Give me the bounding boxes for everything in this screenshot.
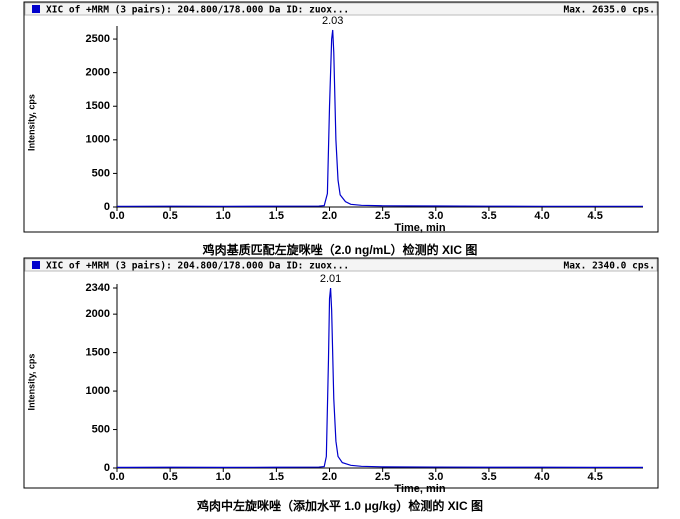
y-tick-label: 2000 — [86, 67, 110, 79]
x-tick-label: 4.5 — [588, 210, 603, 222]
x-tick-label: 2.0 — [322, 210, 337, 222]
caption: 鸡肉基质匹配左旋咪唑（2.0 ng/mL）检测的 XIC 图 — [202, 242, 478, 257]
x-tick-label: 3.5 — [481, 471, 496, 483]
y-axis-label: Intensity, cps — [26, 94, 36, 151]
x-tick-label: 2.5 — [375, 210, 390, 222]
x-axis-label: Time, min — [394, 483, 445, 495]
x-tick-label: 2.5 — [375, 471, 390, 483]
x-tick-label: 0.5 — [162, 210, 177, 222]
xic-trace — [116, 287, 643, 468]
x-tick-label: 3.5 — [481, 210, 496, 222]
y-tick-label: 2500 — [86, 33, 110, 45]
peak-label: 2.03 — [322, 15, 343, 27]
x-tick-label: 4.5 — [588, 471, 603, 483]
header-text: XIC of +MRM (3 pairs): 204.800/178.000 D… — [46, 261, 349, 272]
x-tick-label: 4.0 — [534, 210, 549, 222]
x-tick-label: 0.0 — [109, 471, 124, 483]
y-tick-label: 500 — [92, 423, 110, 435]
x-tick-label: 1.5 — [269, 471, 284, 483]
x-tick-label: 0.0 — [109, 210, 124, 222]
x-tick-label: 3.0 — [428, 210, 443, 222]
x-tick-label: 1.0 — [216, 471, 231, 483]
panel-frame — [23, 1, 659, 233]
x-tick-label: 0.5 — [162, 471, 177, 483]
header-bar — [24, 258, 658, 272]
xic-trace — [116, 29, 643, 207]
peak-label: 2.01 — [320, 273, 341, 285]
x-tick-label: 1.5 — [269, 210, 284, 222]
x-axis-label: Time, min — [394, 222, 445, 234]
y-tick-label: 1500 — [86, 100, 110, 112]
header-text: XIC of +MRM (3 pairs): 204.800/178.000 D… — [46, 5, 349, 16]
x-tick-label: 4.0 — [534, 471, 549, 483]
y-tick-label: 0 — [104, 462, 110, 474]
header-icon — [32, 5, 40, 13]
panel-frame — [23, 257, 659, 489]
y-axis-label: Intensity, cps — [26, 354, 36, 411]
x-tick-label: 3.0 — [428, 471, 443, 483]
header-bar — [24, 2, 658, 16]
y-tick-label: 0 — [104, 201, 110, 213]
max-label: Max. 2635.0 cps. — [563, 5, 655, 16]
caption: 鸡肉中左旋咪唑（添加水平 1.0 μg/kg）检测的 XIC 图 — [196, 498, 483, 513]
y-tick-label: 1000 — [86, 134, 110, 146]
y-tick-label: 2340 — [86, 282, 110, 294]
y-tick-label: 2000 — [86, 308, 110, 320]
y-tick-label: 1500 — [86, 347, 110, 359]
y-tick-label: 1000 — [86, 385, 110, 397]
max-label: Max. 2340.0 cps. — [563, 261, 655, 272]
x-tick-label: 1.0 — [216, 210, 231, 222]
header-icon — [32, 261, 40, 269]
y-tick-label: 500 — [92, 167, 110, 179]
x-tick-label: 2.0 — [322, 471, 337, 483]
